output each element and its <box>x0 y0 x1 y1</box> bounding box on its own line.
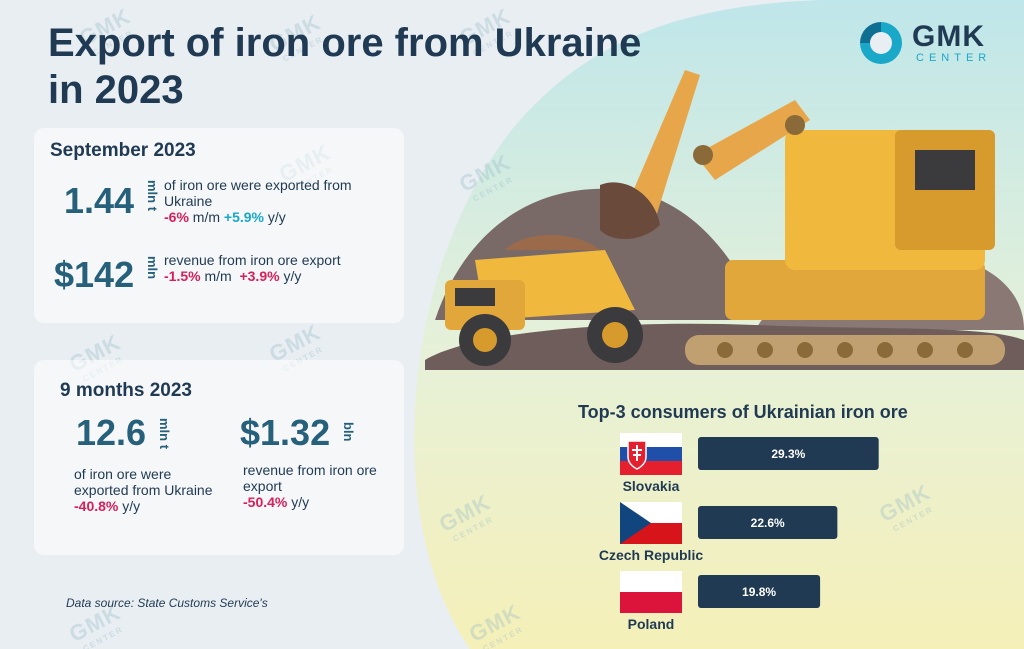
nine-ore-yy-label: y/y <box>122 498 141 514</box>
nine-revenue-yy-label: y/y <box>291 494 310 510</box>
logo-ring-icon <box>860 22 902 64</box>
sep-revenue-value: $142 <box>54 254 135 295</box>
value-label: 22.6% <box>751 516 785 530</box>
nine-ore-yy-value: -40.8% <box>74 498 119 514</box>
nine-ore-description: of iron ore were exported from Ukraine -… <box>74 466 214 514</box>
sep-revenue-unit: mln <box>145 256 160 280</box>
sep-revenue-mm-value: -1.5% <box>164 268 201 284</box>
nine-ore-value: 12.6 <box>76 412 147 453</box>
data-source: Data source: State Customs Service's <box>66 596 268 610</box>
category-label: Slovakia <box>623 478 680 494</box>
sep-ore-unit: mln t <box>145 180 160 212</box>
logo-subtitle: CENTER <box>916 52 992 64</box>
sep-ore-yy-value: +5.9% <box>223 209 264 225</box>
sep-ore-yy-label: y/y <box>267 209 286 225</box>
sep-ore-description: of iron ore were exported from Ukraine -… <box>164 177 364 225</box>
page-title: Export of iron ore from Ukraine in 2023 <box>48 21 642 112</box>
gmk-logo: GMK CENTER <box>858 18 1008 70</box>
chart-title: Top-3 consumers of Ukrainian iron ore <box>578 402 908 422</box>
nine-revenue-unit: bln <box>341 422 356 442</box>
value-label: 29.3% <box>771 447 805 461</box>
sep-revenue-text: revenue from iron ore export <box>164 252 341 268</box>
bar <box>698 575 821 608</box>
september-heading: September 2023 <box>50 140 196 161</box>
logo-name: GMK <box>912 20 985 53</box>
september-card <box>34 128 404 323</box>
nine-revenue-yy-value: -50.4% <box>243 494 288 510</box>
sep-ore-value: 1.44 <box>64 180 135 221</box>
flag-icon <box>620 433 682 475</box>
consumers-bar-chart: Slovakia 29.3% Czech Republic 22.6% Poland 19… <box>599 433 879 632</box>
flag-icon <box>620 502 682 544</box>
sep-revenue-description: revenue from iron ore export -1.5% m/m +… <box>164 252 364 284</box>
nine-revenue-description: revenue from iron ore export -50.4% y/y <box>243 462 383 510</box>
bar <box>698 506 838 539</box>
sep-ore-mm-label: m/m <box>192 209 221 225</box>
category-label: Czech Republic <box>599 547 703 563</box>
nine-ore-text: of iron ore were exported from Ukraine <box>74 466 213 498</box>
sep-revenue-mm-label: m/m <box>204 268 232 284</box>
flag-icon <box>620 571 682 613</box>
nine-revenue-value: $1.32 <box>240 412 331 453</box>
sep-ore-mm-value: -6% <box>164 209 189 225</box>
mining-excavator-illustration <box>425 70 1024 370</box>
bar <box>698 437 879 470</box>
sep-ore-text: of iron ore were exported from Ukraine <box>164 177 352 209</box>
nine-ore-unit: mln t <box>157 418 172 450</box>
sep-revenue-yy-label: y/y <box>283 268 302 284</box>
category-label: Poland <box>628 616 675 632</box>
nine-months-heading: 9 months 2023 <box>60 380 192 401</box>
value-label: 19.8% <box>742 585 776 599</box>
sep-revenue-yy-value: +3.9% <box>239 268 280 284</box>
nine-revenue-text: revenue from iron ore export <box>243 462 377 494</box>
nine-months-card <box>34 360 404 555</box>
